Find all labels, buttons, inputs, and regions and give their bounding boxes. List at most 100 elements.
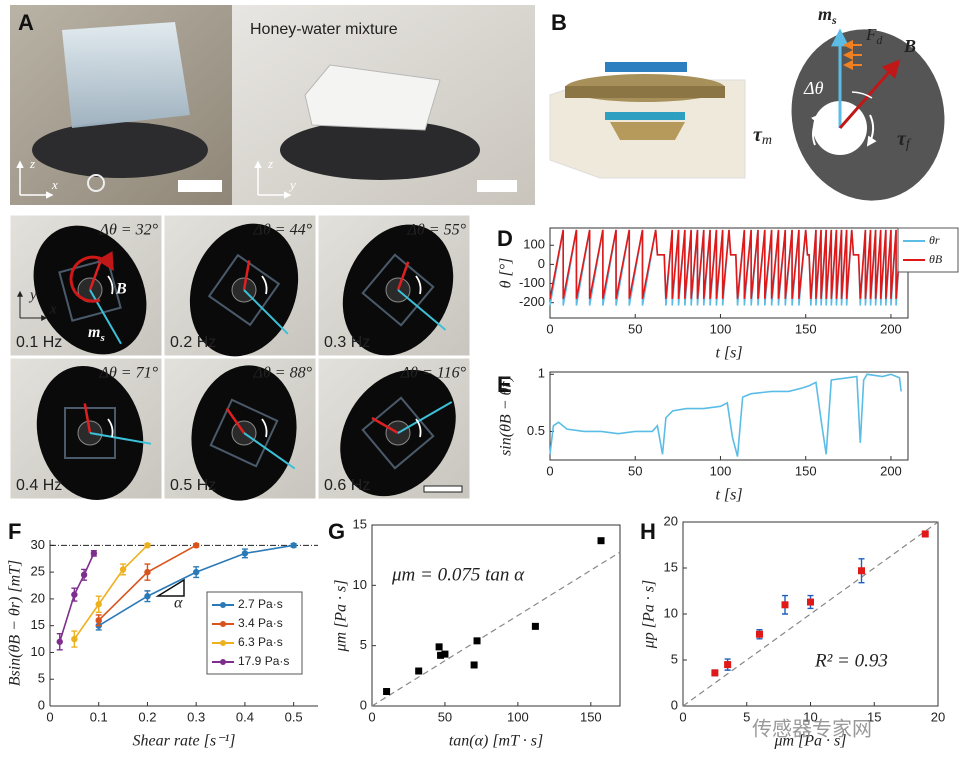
y-tick-label: 15 [664,559,678,574]
panel-label: A [18,10,34,35]
moment-line [397,401,453,434]
point [241,550,249,557]
point [144,542,151,549]
x-tick-label: 50 [628,463,642,478]
panel-b: B ms Fd B Δθ τm τf [549,4,945,201]
point [781,601,789,609]
y-tick-label: -100 [519,275,545,290]
point [119,566,127,573]
field-label: B [115,281,127,298]
legend-label: θB [929,252,943,266]
point [90,550,98,557]
point [756,630,763,638]
y-tick-label: 100 [523,237,545,252]
torque-arrow [811,113,822,146]
y-axis-label: Bsin(θB − θr) [mT] [7,560,24,687]
delta-label: Δθ = 44° [253,222,313,239]
panel-label: G [328,519,345,544]
point [192,568,200,576]
moment-line [243,289,289,335]
x-tick-label: 0 [546,321,553,336]
frequency-label: 0.4 Hz [16,477,62,494]
label: B [903,36,916,56]
label: τf [897,128,912,153]
chart: E 0 50 100 150 200 0.5 1 t [s] sin(θB − θr) [497,366,909,504]
field-line [371,416,399,435]
x-tick-label: 150 [580,709,602,724]
x-tick-label: 20 [931,709,945,724]
frequency-label: 0.6 Hz [324,477,370,494]
point [290,542,297,549]
angle-arc [107,418,114,438]
scale-bar [178,180,222,192]
y-tick-label: 0 [671,697,678,712]
y-tick-label: 15 [353,516,367,531]
plot-frame [549,227,909,319]
x-tick-label: 0 [368,709,375,724]
axis-label: z [29,156,35,171]
label: τm [753,124,772,149]
point [95,617,102,624]
rotor-square [64,407,116,459]
angle-arc [261,275,268,295]
photo-cell: Δθ = 88° 0.5 Hz [163,357,317,501]
point [531,622,539,630]
watermark: 传感器专家网 [752,717,872,740]
y-tick-label: 0 [538,256,545,271]
x-tick-label: 200 [880,463,902,478]
plot-frame [371,524,621,707]
reference-line [371,551,621,707]
angle-arc [261,418,268,438]
legend-label: 6.3 Pa·s [238,635,283,649]
disk [32,122,208,178]
delta-label: Δθ = 116° [400,365,467,382]
y-tick-label: 1 [538,366,545,381]
y-tick-label: 25 [31,564,45,579]
annotation: R² = 0.93 [814,650,888,671]
x-tick-label: 0.2 [138,709,156,724]
x-axis-label: t [s] [715,345,742,362]
field-line [225,407,246,434]
y-tick-label: 0.5 [527,423,545,438]
rotor-body [791,29,945,201]
series-line [73,544,149,640]
label: Fd [865,25,883,47]
x-tick-label: 0 [46,709,53,724]
point [441,650,449,658]
panel-label: B [551,10,567,35]
point [80,571,88,579]
cone-tip [610,122,685,140]
rotor-square [361,396,435,470]
y-tick-label: 20 [664,513,678,528]
x-tick-label: 150 [795,321,817,336]
axis-label: y [288,177,296,192]
photo-cell: Δθ = 116° 0.6 Hz [317,357,471,500]
legend-box [897,227,959,273]
point [858,567,865,575]
point [435,643,443,651]
x-axis-label: μm [Pa · s] [773,733,846,750]
slope-triangle [155,578,185,597]
y-tick-label: 30 [31,537,45,552]
legend-label: θr [929,233,940,247]
x-tick-label: 0 [679,709,686,724]
y-tick-label: -200 [519,294,545,309]
device-ring [565,86,725,98]
reference-line [682,521,939,707]
y-tick-label: 5 [360,637,367,652]
moment-label: ms [88,324,105,344]
disk [280,120,480,180]
chart: G 0 50 100 150 0 5 10 15 tan(α) [mT · s] μm [Pa · … [328,516,621,750]
scale-bar [477,180,517,192]
x-tick-label: 0.1 [90,709,108,724]
point [144,593,151,600]
point [95,601,102,608]
x-axis-label: Shear rate [s⁻¹] [132,733,235,750]
y-axis-label: μm [Pa · s] [333,579,350,652]
photo-cell: Δθ = 71° 0.4 Hz [9,357,163,501]
scale-bar [423,485,463,493]
field-line [242,260,251,291]
delta-label: Δθ = 71° [99,365,159,382]
y-tick-label: 10 [353,577,367,592]
